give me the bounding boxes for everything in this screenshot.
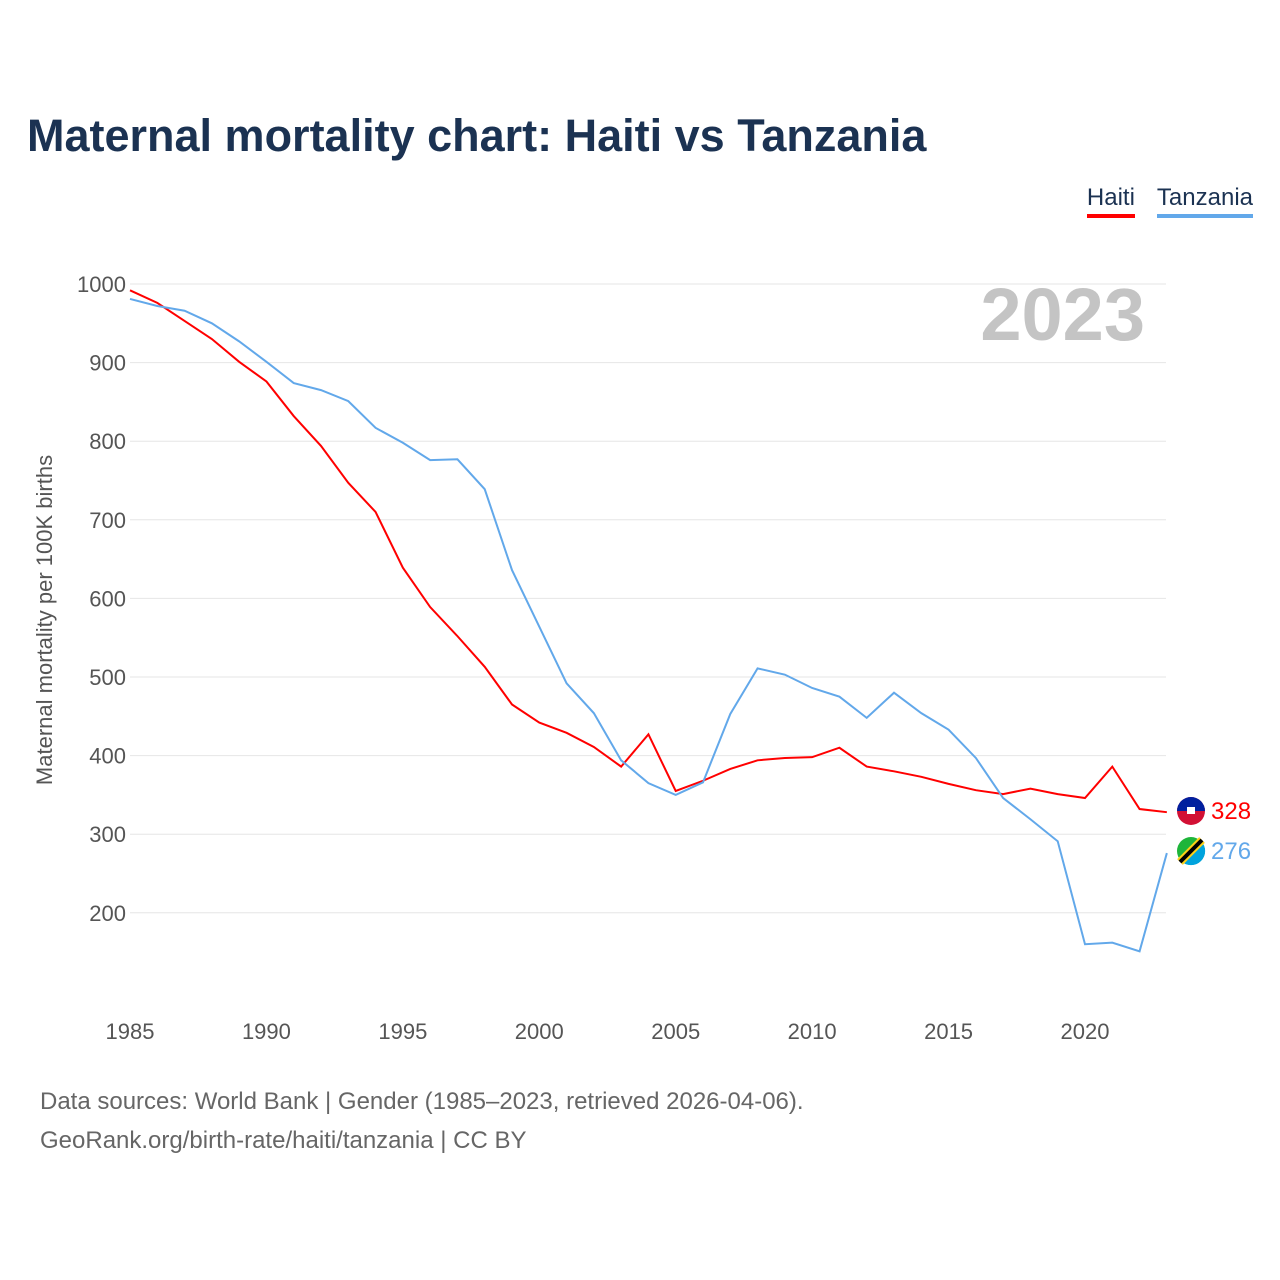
- y-tick-label: 900: [89, 351, 126, 376]
- chart-title: Maternal mortality chart: Haiti vs Tanza…: [27, 110, 927, 161]
- legend-tanzania[interactable]: Tanzania: [1156, 184, 1253, 218]
- x-tick-label: 2005: [651, 1019, 700, 1044]
- series-line-haiti: [129, 289, 1167, 814]
- tanzania-flag-icon: [1178, 838, 1204, 864]
- x-tick-label: 2010: [788, 1019, 837, 1044]
- source-line: Data sources: World Bank | Gender (1985–…: [40, 1088, 804, 1115]
- end-value-label-tanzania: 276: [1211, 838, 1251, 865]
- y-tick-label: 700: [89, 508, 126, 533]
- y-tick-label: 500: [89, 665, 126, 690]
- legend: Haiti Tanzania: [1086, 184, 1253, 218]
- x-tick-label: 1990: [242, 1019, 291, 1044]
- source-url[interactable]: GeoRank.org/birth-rate/haiti/tanzania | …: [40, 1127, 527, 1154]
- haiti-flag-icon: [1177, 797, 1205, 811]
- series-line-tanzania: [129, 297, 1168, 953]
- y-tick-label: 1000: [77, 272, 126, 297]
- x-tick-label: 2015: [924, 1019, 973, 1044]
- x-tick-label: 1995: [378, 1019, 427, 1044]
- haiti-flag-icon: [1187, 807, 1195, 814]
- x-tick-label: 2000: [515, 1019, 564, 1044]
- y-tick-label: 300: [89, 822, 126, 847]
- y-tick-label: 800: [89, 429, 126, 454]
- y-axis-label: Maternal mortality per 100K births: [32, 455, 57, 785]
- y-tick-label: 600: [89, 586, 126, 611]
- year-watermark: 2023: [980, 273, 1145, 356]
- y-tick-label: 400: [89, 744, 126, 769]
- x-tick-label: 2020: [1061, 1019, 1110, 1044]
- y-tick-label: 200: [89, 901, 126, 926]
- legend-haiti[interactable]: Haiti: [1086, 184, 1135, 218]
- end-value-label-haiti: 328: [1211, 798, 1251, 825]
- x-tick-label: 1985: [106, 1019, 155, 1044]
